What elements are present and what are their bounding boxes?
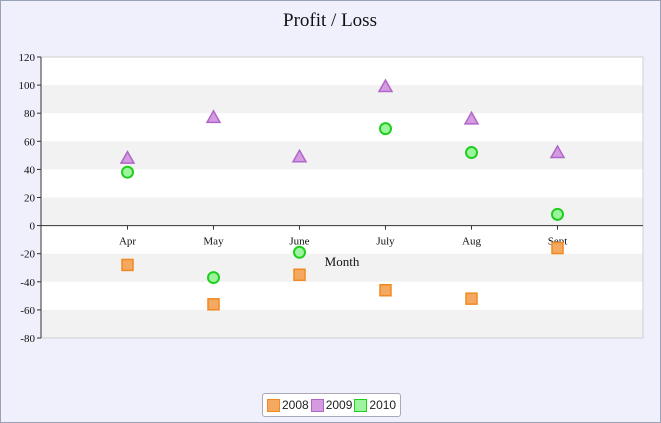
x-tick-label: May [203, 236, 224, 248]
y-tick-label: 80 [24, 108, 36, 120]
y-axis: 120 100 80 60 40 20 0 -20 -40 -60 -80 [19, 52, 42, 345]
point-2009 [205, 109, 222, 124]
x-tick-label: July [376, 236, 395, 248]
y-tick-label: 60 [24, 136, 36, 148]
legend-swatch [267, 398, 280, 412]
point-2009 [291, 148, 308, 163]
point-2009 [463, 110, 480, 125]
y-tick-label: 40 [24, 164, 36, 176]
point-2010 [551, 207, 564, 221]
point-2009 [549, 144, 566, 159]
y-tick-label: -40 [20, 277, 35, 289]
grid-band [41, 197, 643, 226]
plot-bands [40, 56, 644, 339]
legend-swatch [310, 398, 324, 412]
y-tick-label: 20 [24, 193, 36, 205]
point-2008 [207, 298, 220, 311]
grid-band [41, 85, 643, 114]
point-2008 [293, 268, 306, 282]
point-2009 [119, 150, 136, 164]
legend-item-2010: 2010 [354, 398, 396, 412]
chart-title: Profit / Loss [283, 10, 377, 31]
point-2008 [465, 292, 478, 305]
x-axis: Apr May June July Aug Sept [41, 225, 643, 248]
x-tick-label: Apr [119, 236, 136, 248]
legend-label: 2010 [369, 398, 397, 412]
y-tick-label: -80 [20, 333, 35, 345]
y-tick-label: 0 [30, 221, 36, 233]
data-markers [119, 78, 566, 311]
legend-label: 2008 [282, 398, 309, 412]
point-2008 [379, 283, 392, 297]
grid-band [41, 309, 643, 338]
point-2010 [465, 146, 478, 160]
x-tick-label: June [289, 236, 309, 248]
point-2008 [551, 241, 564, 255]
point-2010 [121, 165, 134, 179]
point-2010 [379, 122, 392, 136]
legend-item-2009: 2009 [310, 398, 353, 412]
grid-band [41, 253, 643, 282]
x-tick-label: Aug [462, 236, 481, 248]
legend: 2008 2009 2010 [262, 393, 402, 417]
legend-swatch [354, 398, 368, 412]
point-2010 [293, 245, 306, 259]
y-tick-label: -60 [20, 305, 35, 317]
y-tick-label: 100 [19, 80, 36, 92]
x-axis-label: Month [325, 254, 360, 269]
point-2009 [377, 78, 394, 93]
point-2010 [207, 271, 220, 285]
legend-item-2008: 2008 [267, 398, 309, 412]
legend-label: 2009 [325, 398, 353, 412]
point-2008 [121, 258, 134, 272]
y-tick-label: 120 [19, 52, 36, 64]
grid-band [41, 141, 643, 170]
y-tick-label: -20 [20, 249, 35, 261]
